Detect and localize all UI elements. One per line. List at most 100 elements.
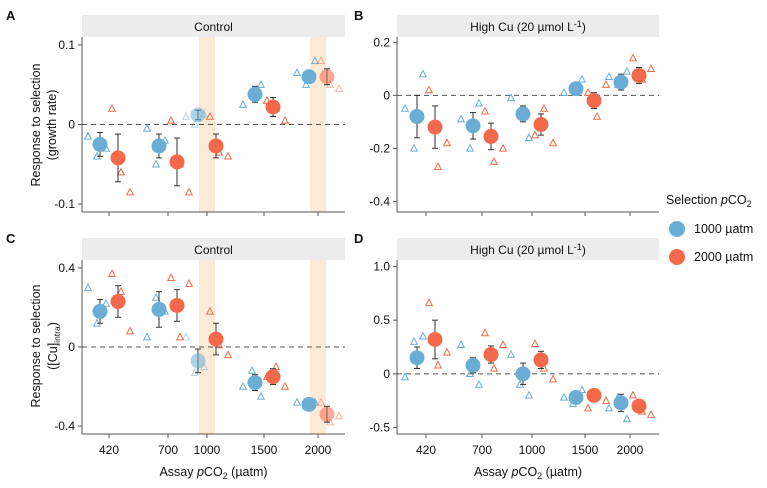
replicate-triangle: [107, 269, 117, 278]
replicate-triangle: [577, 74, 587, 83]
y-axis-title-top-line2: (growth rate): [45, 90, 59, 161]
replicate-triangle: [646, 64, 656, 73]
replicate-triangle: [238, 381, 248, 390]
highlight-band-1000: [199, 260, 215, 434]
replicate-triangle: [142, 123, 152, 132]
x-tick-label-1500: 1500: [572, 443, 599, 457]
replicate-triangle: [181, 111, 191, 120]
replicate-triangle: [559, 88, 569, 96]
replicate-triangle: [474, 379, 484, 388]
replicate-triangle: [474, 98, 484, 107]
replicate-triangle: [604, 403, 614, 412]
replicate-triangle: [83, 283, 93, 291]
replicate-triangle: [433, 360, 443, 369]
replicate-triangle: [465, 143, 475, 152]
mean-point-2000-700: [483, 128, 499, 144]
mean-point-1000-2000: [613, 395, 629, 411]
mean-point-1000-1500: [247, 86, 263, 102]
mean-point-2000-1500: [265, 369, 281, 385]
panel-c-control-cu: -0.4 0 0.4 420 700 1000 1500 2000: [54, 238, 345, 457]
replicate-triangle: [223, 350, 233, 359]
replicate-triangle: [292, 397, 302, 406]
x-tick-label-420: 420: [416, 443, 436, 457]
x-tick-label-1500: 1500: [251, 443, 278, 457]
mean-point-1000-420: [92, 303, 108, 319]
replicate-triangle: [205, 306, 215, 315]
legend: Selection pCO2 1000 µatm 2000 µatm: [666, 193, 753, 265]
replicate-triangle: [142, 332, 152, 341]
y-tick-label: -0.4: [369, 194, 390, 208]
panel-letter-a: A: [6, 8, 16, 23]
replicate-triangle: [622, 66, 632, 75]
strip-bg: [82, 15, 345, 37]
replicate-triangle: [181, 332, 191, 341]
replicate-triangle: [498, 340, 508, 349]
replicate-triangle: [622, 414, 632, 423]
mean-point-1000-420: [409, 109, 425, 125]
replicate-triangle: [83, 131, 93, 140]
x-axis-title-right: Assay pCO2 (µatm): [474, 465, 582, 481]
y-axis-title-bottom-line2: ([Cu]intra): [46, 322, 62, 370]
y-tick-label: 0: [68, 340, 75, 354]
x-tick-label-2000: 2000: [305, 443, 332, 457]
mean-point-1000-2000: [301, 69, 317, 85]
mean-point-1000-2000: [613, 74, 629, 90]
mean-point-2000-420: [110, 150, 126, 166]
replicate-triangle: [175, 332, 185, 341]
replicate-triangle: [223, 151, 233, 160]
replicate-triangle: [489, 363, 499, 372]
replicate-triangle: [271, 362, 281, 370]
replicate-triangle: [190, 119, 200, 128]
legend-label-1000: 1000 µatm: [694, 222, 753, 236]
strip-bg: [397, 238, 659, 260]
replicate-triangle: [480, 328, 490, 337]
legend-label-2000: 2000 µatm: [694, 250, 753, 264]
replicate-triangle: [601, 396, 611, 404]
replicate-triangle: [238, 99, 248, 108]
replicate-triangle: [400, 372, 410, 381]
mean-point-1000-1000: [190, 353, 206, 369]
mean-point-2000-2000: [631, 67, 647, 83]
strip-title-a: Control: [194, 20, 233, 34]
panel-letter-b: B: [354, 8, 363, 23]
y-tick-label: 0.1: [58, 38, 75, 52]
mean-point-2000-700: [483, 347, 499, 363]
replicate-triangle: [316, 56, 326, 65]
replicate-triangle: [125, 326, 135, 335]
replicate-triangle: [442, 138, 452, 147]
y-tick-label: -0.5: [369, 421, 390, 435]
panel-letter-d: D: [354, 231, 363, 246]
replicate-triangle: [456, 340, 466, 349]
replicate-triangle: [184, 279, 194, 287]
replicate-triangle: [577, 385, 587, 394]
mean-point-2000-1000: [533, 352, 549, 368]
y-tick-label: 0.5: [373, 313, 390, 327]
replicate-triangle: [424, 85, 434, 94]
replicate-triangle: [530, 130, 540, 139]
mean-point-1000-700: [151, 301, 167, 317]
strip-bg: [82, 238, 345, 260]
mean-point-1000-1000: [515, 106, 531, 122]
legend-marker-2000: [669, 249, 685, 265]
mean-point-1000-1500: [247, 375, 263, 391]
x-tick-label-700: 700: [158, 443, 178, 457]
replicate-triangle: [116, 286, 126, 295]
y-tick-label: -0.1: [54, 197, 75, 211]
replicate-triangle: [280, 115, 290, 124]
replicate-triangle: [506, 349, 516, 358]
y-tick-label: 0.2: [373, 35, 390, 49]
replicate-triangle: [604, 72, 614, 80]
replicate-triangle: [489, 156, 499, 165]
mean-point-2000-1500: [586, 387, 602, 403]
mean-point-1000-2000: [301, 396, 317, 412]
y-tick-label: 1.0: [373, 259, 390, 273]
x-tick-label-2000: 2000: [617, 443, 644, 457]
replicate-triangle: [601, 80, 611, 88]
mean-point-1000-1000: [190, 107, 206, 123]
x-tick-label-420: 420: [99, 443, 119, 457]
mean-point-2000-1000: [533, 117, 549, 132]
replicate-triangle: [433, 162, 443, 171]
replicate-triangle: [409, 143, 419, 152]
replicate-triangle: [301, 80, 311, 88]
